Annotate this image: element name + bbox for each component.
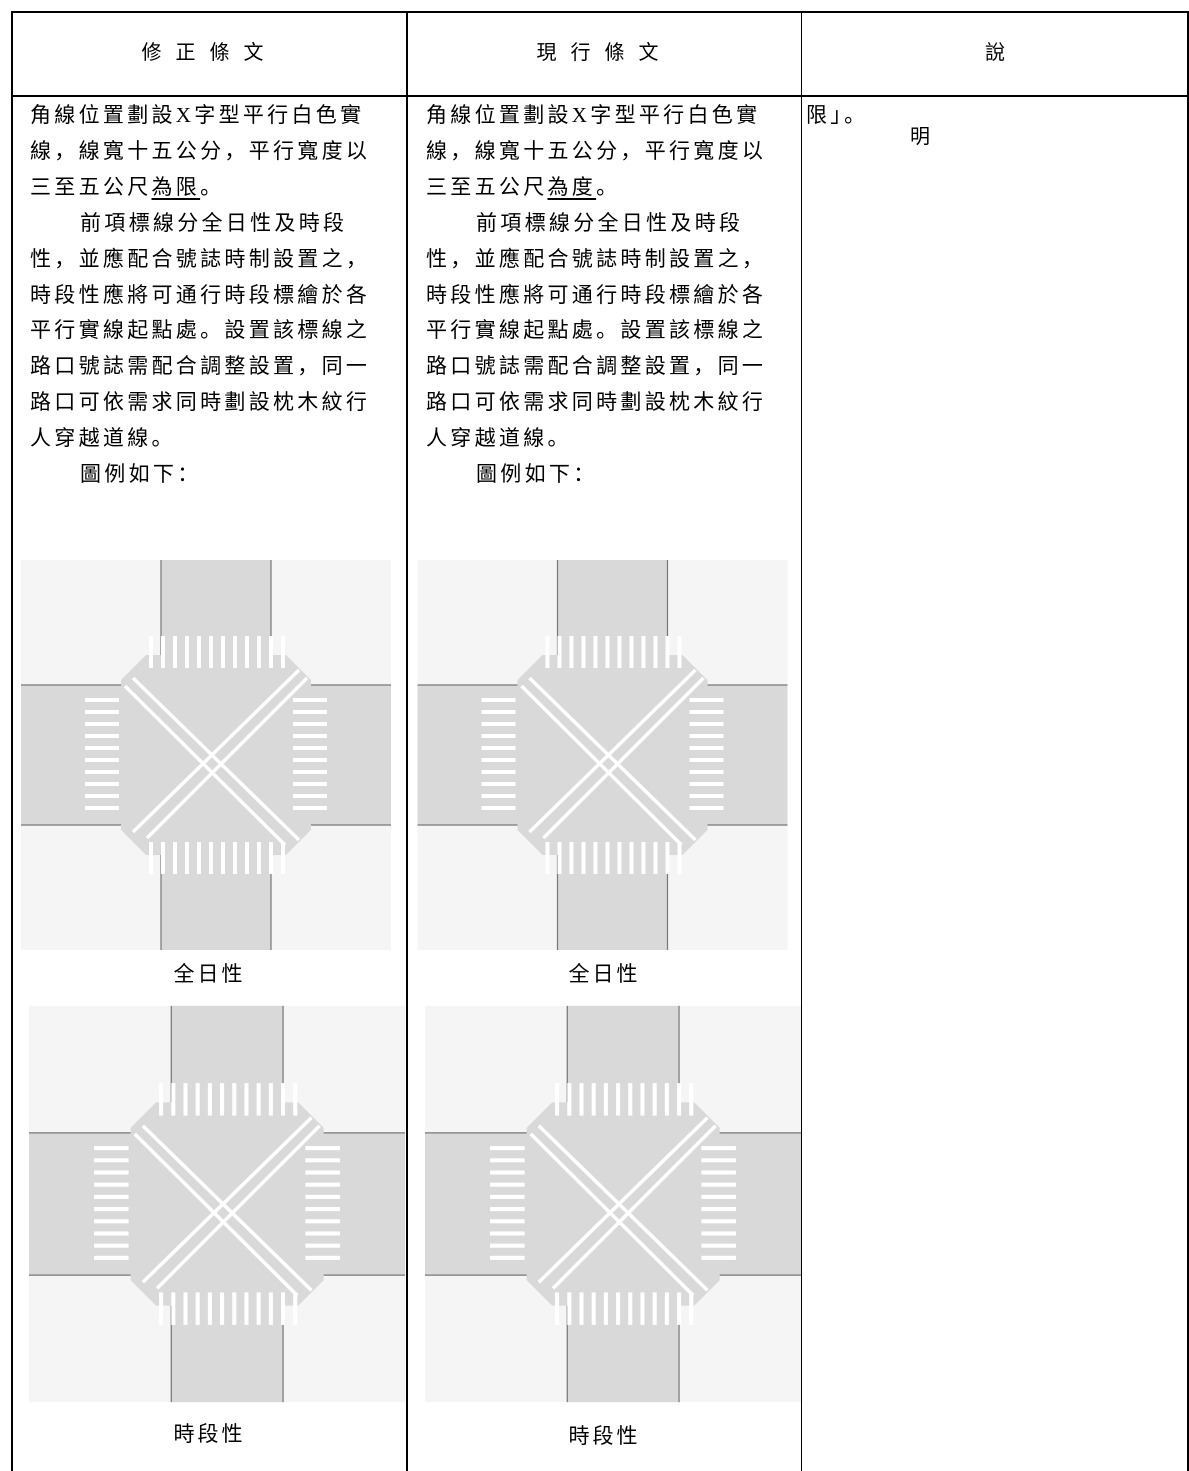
rule xyxy=(11,11,13,1471)
text-line: 線，線寬十五公分，平行寬度以 xyxy=(30,138,371,163)
text-line: 平行實線起點處。設置該標線之 xyxy=(30,318,371,343)
intersection-diagram xyxy=(415,560,790,950)
text-line: 時段性應將可通行時段標繪於各 xyxy=(426,282,767,307)
intersection-diagram xyxy=(425,1003,801,1405)
header-cell: 現行條文 xyxy=(536,42,673,64)
text-line: 圖例如下： xyxy=(80,462,202,486)
amended-text: 為限 xyxy=(151,174,201,199)
text-line: 限」。 xyxy=(806,103,869,127)
text-line: 路口號誌需配合調整設置，同一 xyxy=(426,354,767,379)
text-line: 性，並應配合號誌時制設置之， xyxy=(426,246,767,271)
rule xyxy=(11,11,1189,13)
text-line: 三至五公尺為度。 xyxy=(426,169,620,205)
text-line: 路口可依需求同時劃設枕木紋行 xyxy=(30,390,371,415)
caption: 時段性 xyxy=(568,1424,641,1448)
text-line: 路口可依需求同時劃設枕木紋行 xyxy=(426,390,767,415)
text-line: 平行實線起點處。設置該標線之 xyxy=(426,318,767,343)
rule xyxy=(1187,11,1189,1471)
text-line: 人穿越道線。 xyxy=(30,426,176,451)
text-line: 路口號誌需配合調整設置，同一 xyxy=(30,354,371,379)
rule xyxy=(801,11,802,1471)
text-line: 角線位置劃設X字型平行白色實 xyxy=(426,103,761,127)
caption: 全日性 xyxy=(568,962,641,986)
caption: 全日性 xyxy=(173,962,246,986)
text-line: 性，並應配合號誌時制設置之， xyxy=(30,246,371,271)
text-line: 前項標線分全日性及時段 xyxy=(80,210,348,235)
header-cell: 修正條文 xyxy=(141,42,278,64)
text-line: 前項標線分全日性及時段 xyxy=(476,210,744,235)
text-line: 角線位置劃設X字型平行白色實 xyxy=(30,103,365,127)
text-line: 線，線寬十五公分，平行寬度以 xyxy=(426,138,767,163)
text-line: 人穿越道線。 xyxy=(426,426,572,451)
rule xyxy=(406,11,408,1471)
text-line: 時段性應將可通行時段標繪於各 xyxy=(30,282,371,307)
text-span: 。 xyxy=(596,174,621,199)
text-span: 。 xyxy=(200,174,225,199)
intersection-diagram xyxy=(20,560,392,950)
header-cell: 說明 xyxy=(910,42,1155,148)
text-span: 三至五公尺 xyxy=(426,174,548,199)
rule xyxy=(11,95,1189,97)
amended-text: 為度 xyxy=(547,174,597,199)
text-line: 三至五公尺為限。 xyxy=(30,169,224,205)
intersection-diagram xyxy=(29,1003,405,1405)
caption: 時段性 xyxy=(173,1422,246,1446)
text-line: 圖例如下： xyxy=(476,462,598,486)
text-span: 三至五公尺 xyxy=(30,174,152,199)
